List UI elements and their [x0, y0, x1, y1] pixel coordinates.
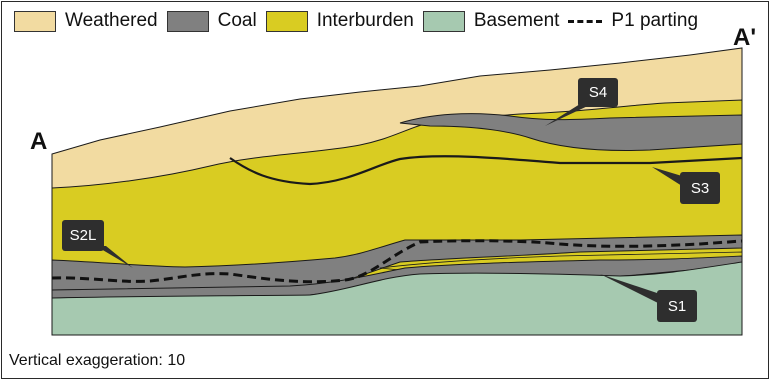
s3-callout-pointer — [652, 167, 682, 186]
s2l-seam — [51, 234, 743, 291]
s4-seam — [399, 113, 743, 151]
legend-label-coal: Coal — [217, 10, 257, 31]
s1-callout-pointer — [600, 274, 660, 304]
interburden-swatch — [265, 10, 308, 32]
legend-label-basement: Basement — [473, 10, 560, 31]
basement-swatch — [422, 10, 465, 32]
section-end-label: A' — [733, 24, 757, 51]
s4-callout-pointer — [545, 104, 592, 126]
p1-parting-line — [51, 239, 743, 284]
legend: Weathered Coal Interburden Basement P1 p… — [14, 6, 707, 36]
s3-seam — [229, 155, 743, 186]
legend-item-interburden: Interburden — [265, 10, 414, 32]
legend-label-weathered: Weathered — [65, 10, 158, 31]
legend-item-basement: Basement — [422, 10, 560, 32]
legend-label-interburden: Interburden — [316, 10, 414, 31]
dashed-line-sample — [568, 19, 603, 23]
basement-layer — [51, 261, 743, 336]
weathered-swatch — [14, 10, 56, 32]
vertical-exaggeration-note: Vertical exaggeration: 10 — [9, 352, 186, 369]
s2l-callout: S2L — [62, 220, 104, 251]
coal-swatch — [166, 10, 209, 32]
legend-label-p1-parting: P1 parting — [611, 10, 699, 31]
s3-callout: S3 — [680, 172, 720, 204]
legend-item-weathered: Weathered — [14, 10, 158, 32]
legend-item-p1-parting: P1 parting — [568, 10, 698, 32]
s1-callout: S1 — [657, 290, 697, 322]
s4-callout: S4 — [578, 78, 618, 107]
section-start-label: A — [30, 128, 48, 155]
s2l-callout-pointer — [96, 246, 133, 268]
legend-item-coal: Coal — [166, 10, 257, 32]
